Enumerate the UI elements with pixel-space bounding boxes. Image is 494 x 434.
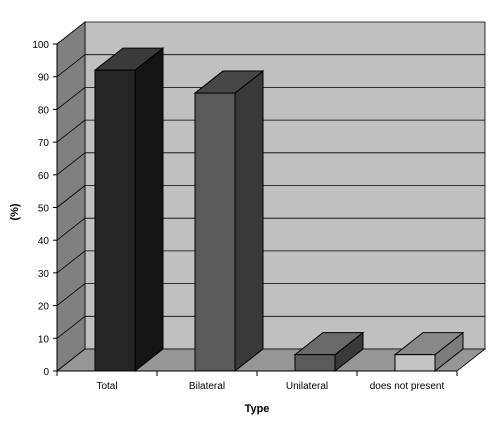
- bar: [393, 331, 465, 373]
- y-tick-label: 60: [38, 171, 50, 182]
- x-axis-title: Type: [245, 403, 270, 415]
- y-tick-label: 30: [38, 269, 50, 280]
- y-tick-label: 40: [38, 236, 50, 247]
- x-tick-label: does not present: [370, 381, 445, 392]
- y-tick-label: 10: [38, 334, 50, 345]
- bar-front: [194, 92, 236, 372]
- bar-side: [134, 47, 164, 373]
- bars: [93, 47, 465, 373]
- y-tick-label: 90: [38, 73, 50, 84]
- bar: [293, 331, 365, 373]
- y-tick-label: 50: [38, 204, 50, 215]
- bar-side: [234, 70, 264, 373]
- y-tick-label: 20: [38, 302, 50, 313]
- gridline-side: [56, 152, 86, 176]
- gridline-side: [56, 87, 86, 110]
- bar-front: [94, 69, 136, 372]
- y-tick-label: 80: [38, 105, 50, 116]
- gridline-side: [56, 315, 86, 339]
- gridline-side: [56, 54, 86, 78]
- gridline-side: [56, 185, 86, 208]
- bar: [193, 70, 265, 373]
- y-axis-title: (%): [9, 203, 21, 220]
- bar-front: [294, 354, 336, 372]
- y-tick-label: 100: [32, 40, 49, 51]
- y-axis-ticks: 0 10 20 30 40 50 60 70 80 90 100: [32, 40, 58, 378]
- y-tick-label: 70: [38, 138, 50, 149]
- gridline-side: [56, 217, 86, 241]
- y-tick-label: 0: [43, 367, 49, 378]
- x-tick-label: Total: [96, 381, 117, 392]
- x-axis-ticks: Total Bilateral Unilateral does not present: [56, 370, 458, 392]
- gridline-side: [56, 119, 86, 143]
- x-tick-label: Unilateral: [286, 381, 328, 392]
- x-tick-label: Bilateral: [189, 381, 225, 392]
- gridline-side: [56, 283, 86, 306]
- bar: [93, 47, 165, 373]
- bar-front: [394, 354, 436, 372]
- gridline-side: [56, 250, 86, 274]
